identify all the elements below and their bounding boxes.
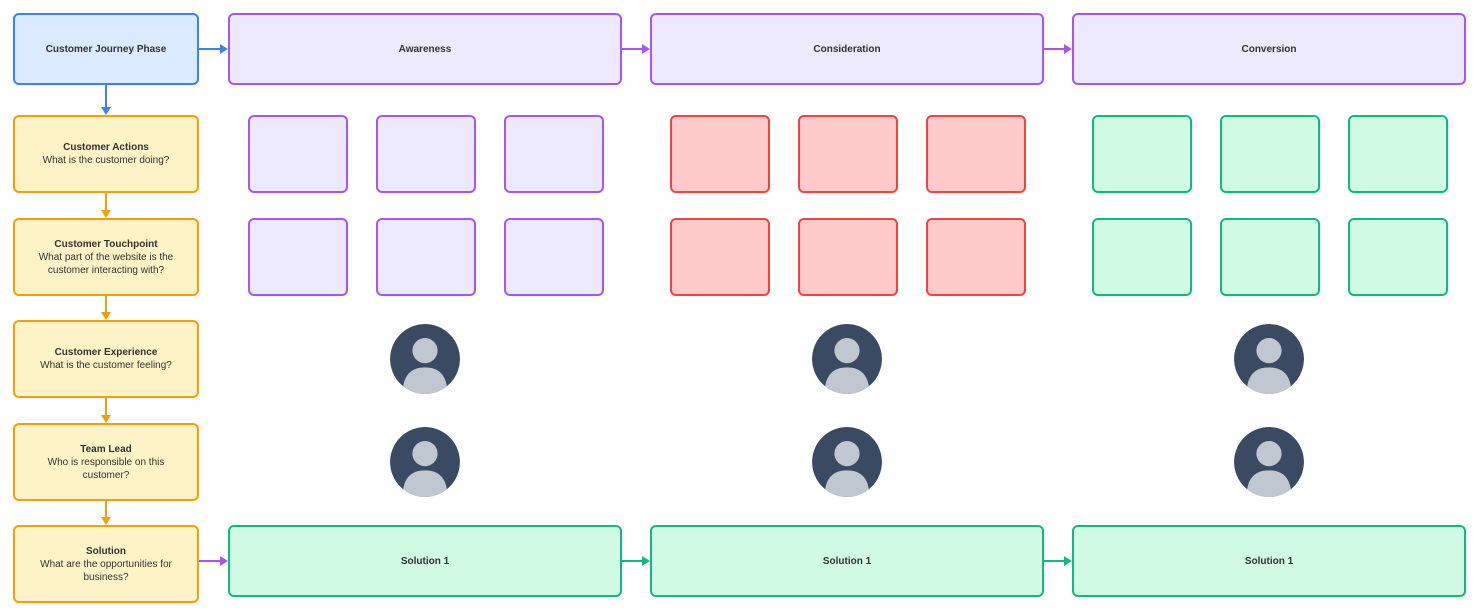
cell-touchpoint-2-0 xyxy=(1092,218,1192,296)
phase-label: Awareness xyxy=(399,43,452,56)
arrow-header-to-awareness xyxy=(199,42,228,56)
leftcol-title: Customer Touchpoint xyxy=(54,238,157,251)
avatar-experience-0 xyxy=(390,324,460,394)
cell-touchpoint-2-1 xyxy=(1220,218,1320,296)
phase-label: Conversion xyxy=(1241,43,1296,56)
leftcol-subtitle: What is the customer doing? xyxy=(43,154,170,167)
solution-box-2: Solution 1 xyxy=(1072,525,1466,597)
cell-touchpoint-0-0 xyxy=(248,218,348,296)
phase-label: Consideration xyxy=(813,43,880,56)
solution-box-1: Solution 1 xyxy=(650,525,1044,597)
solution-label: Solution 1 xyxy=(823,555,871,568)
avatar-teamlead-2 xyxy=(1234,427,1304,497)
cell-touchpoint-2-2 xyxy=(1348,218,1448,296)
arrow-solution2-to-3 xyxy=(1044,554,1072,568)
cell-actions-1-0 xyxy=(670,115,770,193)
cell-actions-2-0 xyxy=(1092,115,1192,193)
solution-label: Solution 1 xyxy=(1245,555,1293,568)
leftcol-solution: SolutionWhat are the opportunities for b… xyxy=(13,525,199,603)
cell-touchpoint-1-1 xyxy=(798,218,898,296)
arrow-solution1-to-2 xyxy=(622,554,650,568)
arrow-awareness-to-consideration xyxy=(622,42,650,56)
leftcol-subtitle: What are the opportunities for business? xyxy=(23,558,189,584)
arrow-left-touchpoint-down xyxy=(99,296,113,320)
leftcol-subtitle: What is the customer feeling? xyxy=(40,359,172,372)
cell-actions-2-2 xyxy=(1348,115,1448,193)
arrow-left-teamlead-down xyxy=(99,501,113,525)
leftcol-title: Customer Experience xyxy=(55,346,158,359)
cell-touchpoint-0-1 xyxy=(376,218,476,296)
solution-box-0: Solution 1 xyxy=(228,525,622,597)
arrow-leftcol-to-solution1 xyxy=(199,554,228,568)
leftcol-title: Team Lead xyxy=(80,443,132,456)
leftcol-title: Customer Actions xyxy=(63,141,149,154)
arrow-left-actions-down xyxy=(99,193,113,218)
leftcol-actions: Customer ActionsWhat is the customer doi… xyxy=(13,115,199,193)
cell-actions-2-1 xyxy=(1220,115,1320,193)
header-label: Customer Journey Phase xyxy=(46,43,167,56)
avatar-teamlead-0 xyxy=(390,427,460,497)
cell-touchpoint-0-2 xyxy=(504,218,604,296)
leftcol-title: Solution xyxy=(86,545,126,558)
phase-consideration: Consideration xyxy=(650,13,1044,85)
avatar-experience-1 xyxy=(812,324,882,394)
leftcol-subtitle: What part of the website is the customer… xyxy=(23,251,189,277)
header-journey-phase: Customer Journey Phase xyxy=(13,13,199,85)
cell-touchpoint-1-0 xyxy=(670,218,770,296)
avatar-experience-2 xyxy=(1234,324,1304,394)
solution-label: Solution 1 xyxy=(401,555,449,568)
cell-touchpoint-1-2 xyxy=(926,218,1026,296)
arrow-consideration-to-conversion xyxy=(1044,42,1072,56)
cell-actions-1-2 xyxy=(926,115,1026,193)
leftcol-subtitle: Who is responsible on this customer? xyxy=(23,456,189,482)
leftcol-teamlead: Team LeadWho is responsible on this cust… xyxy=(13,423,199,501)
leftcol-experience: Customer ExperienceWhat is the customer … xyxy=(13,320,199,398)
leftcol-touchpoint: Customer TouchpointWhat part of the webs… xyxy=(13,218,199,296)
phase-conversion: Conversion xyxy=(1072,13,1466,85)
arrow-left-experience-down xyxy=(99,398,113,423)
cell-actions-0-2 xyxy=(504,115,604,193)
cell-actions-0-0 xyxy=(248,115,348,193)
avatar-teamlead-1 xyxy=(812,427,882,497)
phase-awareness: Awareness xyxy=(228,13,622,85)
arrow-header-down xyxy=(99,85,113,115)
cell-actions-0-1 xyxy=(376,115,476,193)
cell-actions-1-1 xyxy=(798,115,898,193)
